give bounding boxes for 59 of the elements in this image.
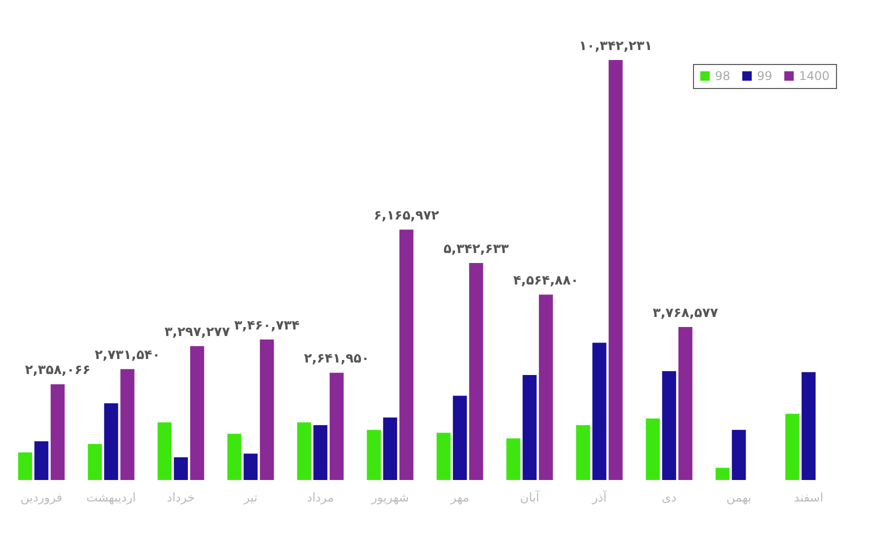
x-tick-label: شهریور xyxy=(370,490,409,504)
bar xyxy=(190,346,204,480)
bar xyxy=(436,432,451,480)
x-tick-label: فروردین xyxy=(20,490,62,504)
bar xyxy=(34,441,48,480)
x-tick-label: اسفند xyxy=(794,490,824,504)
data-label: ۳,۴۶۰,۷۳۴ xyxy=(234,318,300,334)
data-label: ۲,۳۵۸,۰۶۶ xyxy=(24,363,90,378)
bar xyxy=(662,371,676,480)
data-label: ۲,۶۴۱,۹۵۰ xyxy=(304,352,370,367)
bar xyxy=(313,425,328,480)
bar xyxy=(260,339,274,480)
bar xyxy=(244,454,258,480)
bar xyxy=(576,425,590,480)
legend-label: 1400 xyxy=(799,69,830,83)
bar xyxy=(785,414,800,480)
x-tick-label: مهر xyxy=(450,490,470,504)
bar xyxy=(802,372,816,480)
data-label: ۲,۷۳۱,۵۴۰ xyxy=(94,348,160,364)
bar xyxy=(469,263,484,480)
x-tick-label: دی xyxy=(662,490,676,504)
bar xyxy=(104,403,118,480)
bar xyxy=(522,375,537,480)
bar xyxy=(592,342,606,480)
x-tick-label: خرداد xyxy=(166,490,195,504)
bar xyxy=(399,230,414,480)
legend-label: 99 xyxy=(757,69,772,83)
x-tick-label: تیر xyxy=(242,490,258,504)
x-tick-label: مرداد xyxy=(306,490,334,504)
bar xyxy=(174,457,188,480)
bar xyxy=(538,294,553,480)
data-label: ۱۰,۳۴۲,۲۳۱ xyxy=(578,39,652,54)
bar xyxy=(158,422,172,480)
bar xyxy=(366,430,381,480)
data-label: ۴,۵۶۴,۸۸۰ xyxy=(513,274,579,289)
bar xyxy=(608,60,623,480)
bar xyxy=(330,372,344,480)
bar xyxy=(297,422,312,480)
x-tick-label: آذر xyxy=(591,490,608,504)
data-label: ۳,۲۹۷,۲۷۷ xyxy=(164,325,230,340)
bar xyxy=(506,438,520,480)
bar xyxy=(452,396,467,480)
bar xyxy=(227,434,242,480)
data-label: ۶,۱۶۵,۹۷۲ xyxy=(374,208,440,224)
data-label: ۳,۷۶۸,۵۷۷ xyxy=(652,306,718,321)
bar xyxy=(678,326,692,480)
bar xyxy=(383,417,398,480)
bar xyxy=(120,369,134,480)
x-tick-label: اردیبهشت xyxy=(86,490,136,504)
bar xyxy=(88,444,102,480)
data-label: ۵,۳۴۲,۶۳۳ xyxy=(443,242,509,258)
bar xyxy=(646,418,660,480)
x-tick-label: بهمن xyxy=(726,490,752,504)
bar xyxy=(50,384,65,480)
legend-label: 98 xyxy=(715,69,730,83)
bar xyxy=(716,468,730,480)
bar xyxy=(732,430,746,480)
x-tick-label: آبان xyxy=(520,490,540,504)
bar xyxy=(18,452,32,480)
